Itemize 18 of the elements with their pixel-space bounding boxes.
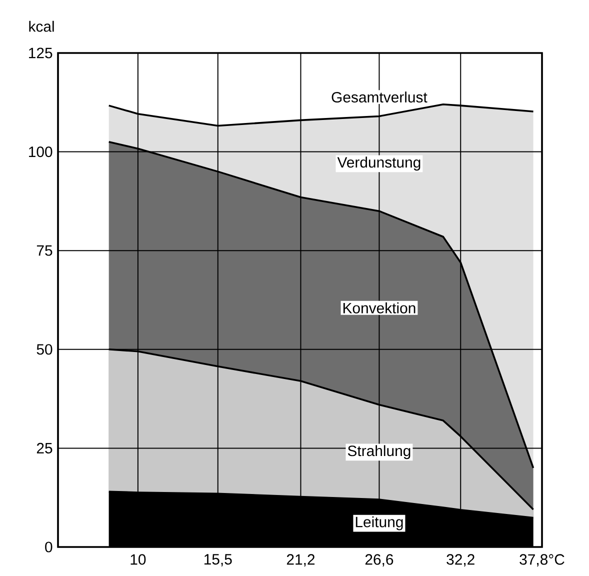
x-tick-label: 15,5	[204, 554, 232, 566]
series-label: Verdunstung	[337, 156, 420, 171]
x-tick-label: 37,8°C	[520, 554, 564, 567]
y-tick-label: 25	[36, 442, 52, 454]
x-tick-label: 32,2	[446, 554, 474, 567]
y-axis-title: kcal	[29, 20, 54, 32]
series-label: Leitung	[356, 516, 403, 530]
y-tick-label: 75	[36, 245, 52, 256]
y-tick-label: 0	[45, 542, 52, 552]
annotation: Gesamtverlust	[332, 92, 428, 103]
y-tick-label: 100	[29, 146, 52, 158]
series-label: Strahlung	[348, 445, 410, 460]
y-tick-label: 50	[36, 344, 52, 355]
y-tick-label: 125	[29, 48, 52, 58]
series-label: Konvektion	[343, 302, 416, 314]
x-tick-label: 21,2	[286, 554, 315, 567]
x-tick-label: 26,6	[365, 554, 394, 567]
x-tick-label: 10	[130, 554, 146, 565]
